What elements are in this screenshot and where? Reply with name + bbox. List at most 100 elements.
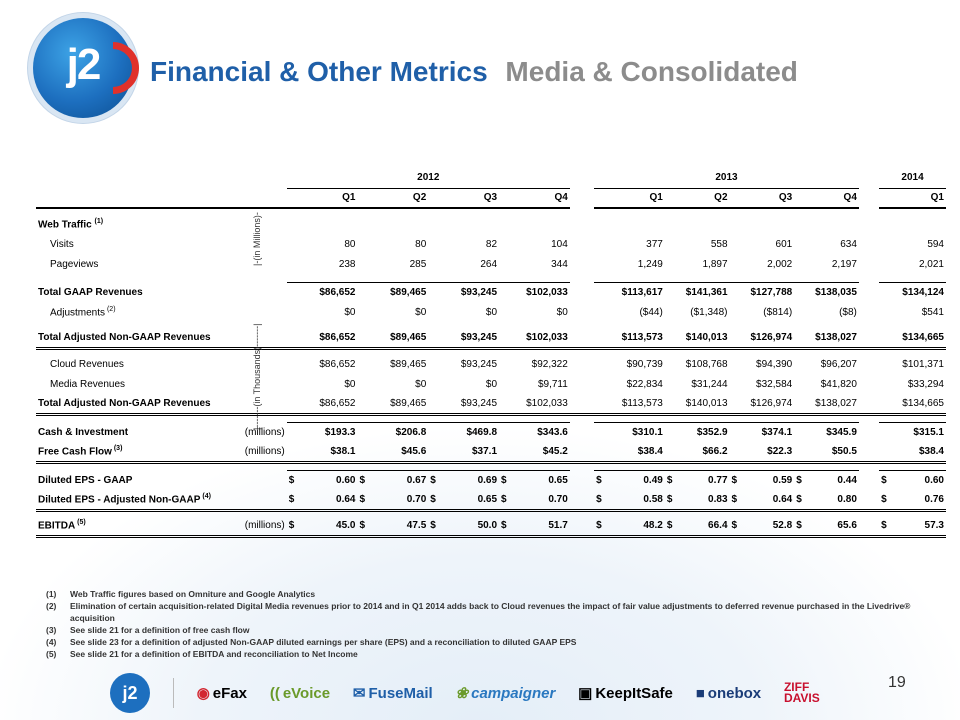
- q-2014-q1: Q1: [879, 188, 946, 209]
- dollar-sign: [594, 374, 606, 394]
- value-cell: $9,711: [537, 378, 568, 390]
- dollar-sign: [594, 328, 607, 350]
- dollar-sign: [428, 302, 440, 322]
- row-label: Media Revenues: [50, 378, 126, 390]
- value-cell: $113,573: [606, 394, 665, 416]
- keepitsafe-brand-logo: ▣ KeepItSafe: [578, 684, 673, 703]
- dollar-sign: [428, 328, 441, 350]
- dollar-sign: $: [664, 490, 677, 512]
- ziffdavis-brand-logo: ZIFF DAVIS: [783, 680, 820, 705]
- q-2012-q3: Q3: [428, 188, 500, 209]
- footnote-number: (4): [46, 637, 57, 647]
- footnote-text: Web Traffic figures based on Omniture an…: [70, 589, 316, 599]
- value-cell: $38.4: [606, 442, 665, 464]
- dollar-sign: [358, 354, 370, 374]
- row-label: Total Adjusted Non-GAAP Revenues: [36, 328, 235, 350]
- dollar-sign: [730, 254, 742, 274]
- value-cell: 2,002: [767, 258, 793, 270]
- value-cell: $0: [556, 306, 568, 318]
- value-cell: 51.7: [511, 516, 570, 538]
- value-cell: $134,665: [891, 328, 946, 350]
- value-cell: 50.0: [440, 516, 500, 538]
- dollar-sign: [428, 354, 440, 374]
- footnote-number: (5): [46, 649, 57, 659]
- dollar-sign: [428, 421, 441, 442]
- value-cell: $102,033: [511, 281, 570, 302]
- dollar-sign: [794, 354, 806, 374]
- campaigner-brand-logo: ❀ campaigner: [455, 684, 556, 703]
- footnote-text: See slide 21 for a definition of free ca…: [70, 625, 250, 635]
- footnote-number: (1): [46, 589, 57, 599]
- value-cell: $90,739: [626, 358, 663, 370]
- dollar-sign: [428, 234, 440, 254]
- dollar-sign: [879, 254, 891, 274]
- dollar-sign: [499, 421, 512, 442]
- value-cell: 0.49: [606, 469, 665, 490]
- gap-cell: [570, 422, 594, 442]
- value-cell: 1,249: [637, 258, 663, 270]
- value-cell: 344: [551, 258, 568, 270]
- gap-cell: [570, 470, 594, 490]
- value-cell: $345.9: [806, 421, 859, 442]
- value-cell: 0.70: [511, 490, 570, 512]
- table-row: Media Revenues $0 $0 $0 $9,711 $22,834 $31,244…: [36, 374, 946, 394]
- table-row: Cloud Revenues $86,652 $89,465 $93,245 $92,3…: [36, 354, 946, 374]
- dollar-sign: [664, 328, 677, 350]
- value-cell: ($1,348): [690, 306, 728, 318]
- campaigner-icon: ❀: [455, 685, 469, 702]
- evoice-icon: ((: [269, 684, 280, 702]
- dollar-sign: [594, 254, 606, 274]
- dollar-sign: [729, 394, 742, 416]
- table-row: Cash & Investment (millions) $193.3 $206.8 $…: [36, 421, 946, 442]
- dollar-sign: [499, 281, 512, 302]
- value-cell: $86,652: [298, 328, 358, 350]
- dollar-sign: $: [499, 490, 512, 512]
- value-cell: 66.4: [676, 516, 730, 538]
- dollar-sign: [665, 254, 677, 274]
- dollar-sign: $: [879, 490, 892, 512]
- value-cell: 0.60: [298, 469, 358, 490]
- value-cell: $315.1: [891, 421, 946, 442]
- value-cell: 0.70: [369, 490, 429, 512]
- value-cell: $66.2: [676, 442, 730, 464]
- footnote-item: (3) See slide 21 for a definition of free…: [46, 624, 946, 636]
- dollar-sign: [499, 394, 512, 416]
- value-cell: 57.3: [891, 516, 946, 538]
- dollar-sign: [358, 302, 370, 322]
- footnote-ref: (3): [111, 445, 123, 453]
- dollar-sign: [879, 421, 892, 442]
- j2-logo: j2: [33, 18, 139, 118]
- value-cell: 0.67: [369, 469, 429, 490]
- keepitsafe-icon: ▣: [578, 685, 593, 702]
- dollar-sign: [286, 281, 299, 302]
- gap-cell: [859, 302, 879, 322]
- dollar-sign: [594, 281, 607, 302]
- value-cell: 264: [480, 258, 498, 270]
- gap-cell: [569, 490, 595, 512]
- value-cell: $89,465: [369, 394, 429, 416]
- evoice-brand-logo: ((eVoice: [269, 684, 331, 702]
- footnote-item: (4) See slide 23 for a definition of adju…: [46, 636, 946, 648]
- dollar-sign: [594, 302, 606, 322]
- footnote-item: (1) Web Traffic figures based on Omniture…: [46, 588, 946, 600]
- value-cell: $86,652: [298, 281, 358, 302]
- value-cell: $50.5: [806, 442, 859, 464]
- value-cell: $32,584: [756, 378, 793, 390]
- dollar-sign: $: [286, 469, 299, 490]
- dollar-sign: $: [879, 469, 892, 490]
- dollar-sign: [730, 374, 742, 394]
- value-cell: 0.69: [440, 469, 500, 490]
- value-cell: ($814): [763, 306, 793, 318]
- table-row: Diluted EPS - GAAP $0.60 $0.67 $0.69 $0.65 $0…: [36, 469, 946, 490]
- value-cell: $102,033: [511, 328, 570, 350]
- value-cell: ($8): [839, 306, 857, 318]
- dollar-sign: $: [428, 516, 441, 538]
- value-cell: 2,197: [831, 258, 857, 270]
- dollar-sign: $: [428, 469, 441, 490]
- dollar-sign: [879, 374, 891, 394]
- value-cell: 377: [646, 238, 663, 250]
- value-cell: $33,294: [907, 378, 944, 390]
- value-cell: 1,897: [702, 258, 728, 270]
- q-2013-q4: Q4: [794, 188, 859, 209]
- row-label: Free Cash Flow (3): [36, 442, 235, 464]
